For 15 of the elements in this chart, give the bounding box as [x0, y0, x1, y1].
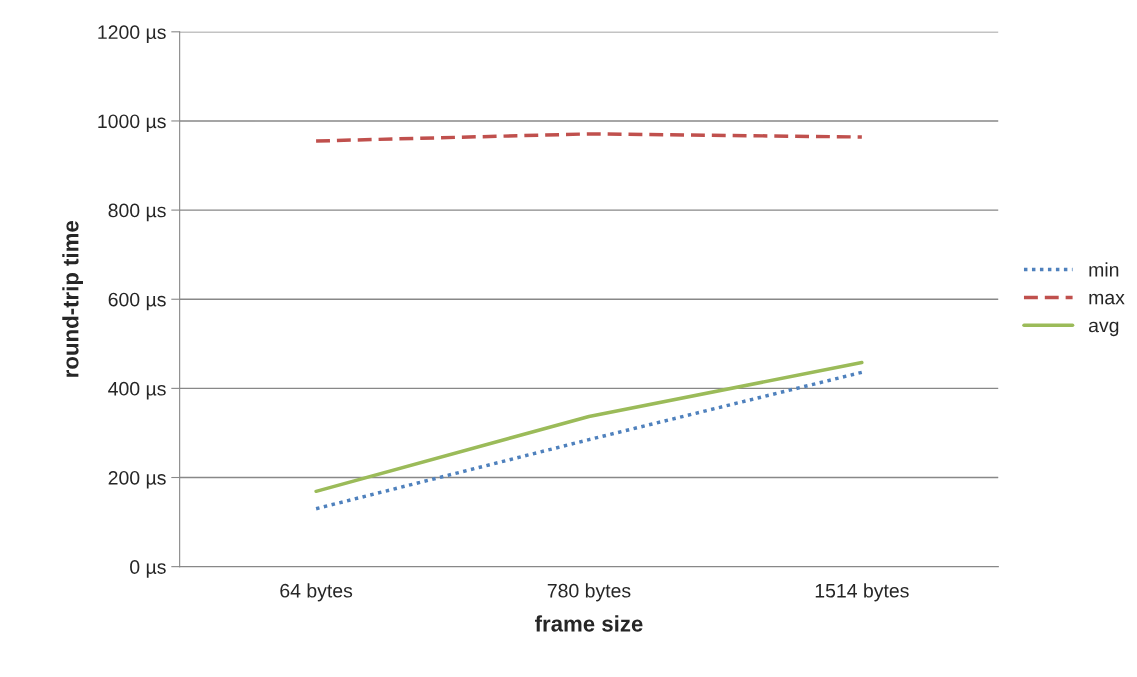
y-axis-title: round-trip time [62, 220, 83, 377]
legend-label: min [1089, 262, 1119, 277]
y-tick-label: 800 µs [108, 203, 166, 222]
y-tick-label: 400 µs [108, 381, 166, 400]
y-tick-label: 1000 µs [98, 114, 166, 133]
x-tick-label: 780 bytes [547, 583, 631, 602]
legend-label: max [1089, 293, 1125, 305]
y-tick-label: 1200 µs [98, 25, 166, 43]
y-tick-label: 200 µs [108, 470, 166, 489]
x-axis-title: frame size [535, 615, 643, 632]
legend-label: avg [1088, 321, 1119, 337]
y-tick-label: 600 µs [108, 292, 166, 311]
x-tick-label: 1514 bytes [815, 583, 909, 602]
y-tick-label: 0 µs [130, 560, 166, 578]
x-tick-label: 64 bytes [280, 583, 353, 602]
